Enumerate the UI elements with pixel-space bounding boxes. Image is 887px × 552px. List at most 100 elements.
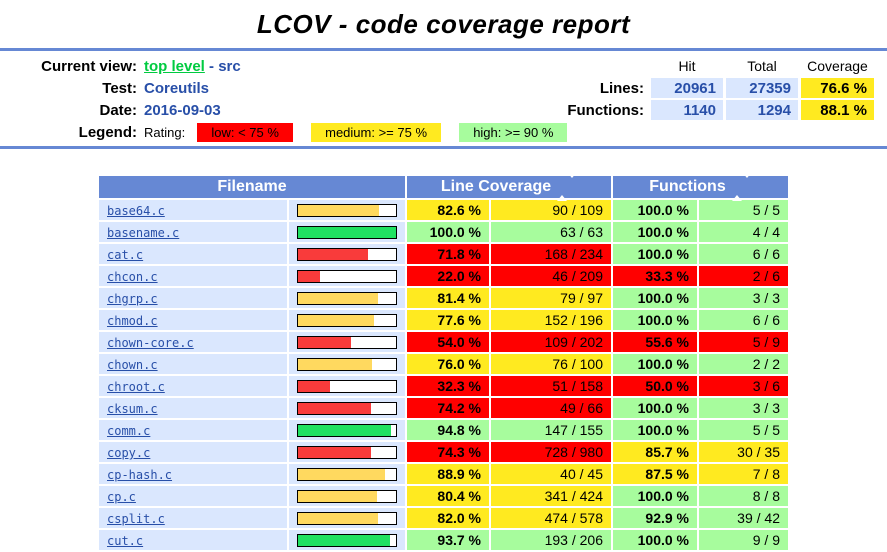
file-link[interactable]: comm.c bbox=[107, 424, 151, 438]
filename-cell: copy.c bbox=[99, 442, 287, 462]
coverage-bar-cell bbox=[289, 288, 405, 308]
functions-column-header[interactable]: Functions bbox=[613, 171, 788, 201]
file-link[interactable]: copy.c bbox=[107, 446, 151, 460]
table-row: cat.c 71.8 % 168 / 234 100.0 % 6 / 6 bbox=[99, 244, 788, 264]
file-link[interactable]: chroot.c bbox=[107, 380, 165, 394]
file-link[interactable]: cksum.c bbox=[107, 402, 158, 416]
file-link[interactable]: cat.c bbox=[107, 248, 144, 262]
current-view-label: Current view: bbox=[41, 57, 137, 75]
file-link[interactable]: cp-hash.c bbox=[107, 468, 173, 482]
coverage-bar-fill bbox=[298, 512, 379, 524]
line-coverage-ratio: 63 / 63 bbox=[491, 222, 611, 242]
coverage-bar-fill bbox=[298, 534, 390, 546]
breadcrumb-separator: - bbox=[209, 57, 215, 75]
coverage-bar-fill bbox=[298, 402, 371, 414]
line-coverage-percent: 82.6 % bbox=[407, 200, 489, 220]
line-coverage-ratio: 147 / 155 bbox=[491, 420, 611, 440]
filename-cell: comm.c bbox=[99, 420, 287, 440]
sort-updown-icon[interactable] bbox=[731, 171, 752, 201]
functions-ratio: 30 / 35 bbox=[699, 442, 788, 462]
table-row: chgrp.c 81.4 % 79 / 97 100.0 % 3 / 3 bbox=[99, 288, 788, 308]
coverage-column-header: Coverage bbox=[807, 58, 868, 74]
table-row: chown.c 76.0 % 76 / 100 100.0 % 2 / 2 bbox=[99, 354, 788, 374]
functions-label: Functions: bbox=[567, 101, 644, 119]
functions-ratio: 9 / 9 bbox=[699, 530, 788, 550]
coverage-bar-fill bbox=[298, 490, 377, 502]
functions-percent: 87.5 % bbox=[613, 464, 697, 484]
functions-ratio: 2 / 6 bbox=[699, 266, 788, 286]
coverage-bar-outline bbox=[297, 357, 397, 371]
test-label: Test: bbox=[102, 79, 137, 97]
coverage-bar-outline bbox=[297, 489, 397, 503]
line-coverage-percent: 74.2 % bbox=[407, 398, 489, 418]
legend-row: Rating: low: < 75 % medium: >= 75 % high… bbox=[144, 122, 874, 142]
coverage-bar-fill bbox=[298, 468, 386, 480]
functions-ratio: 3 / 3 bbox=[699, 288, 788, 308]
top-level-link[interactable]: top level bbox=[144, 57, 205, 75]
functions-ratio: 3 / 6 bbox=[699, 376, 788, 396]
filename-cell: chcon.c bbox=[99, 266, 287, 286]
functions-ratio: 5 / 5 bbox=[699, 200, 788, 220]
coverage-bar-cell bbox=[289, 442, 405, 462]
file-link[interactable]: chcon.c bbox=[107, 270, 158, 284]
line-coverage-percent: 93.7 % bbox=[407, 530, 489, 550]
table-row: csplit.c 82.0 % 474 / 578 92.9 % 39 / 42 bbox=[99, 508, 788, 528]
line-coverage-ratio: 168 / 234 bbox=[491, 244, 611, 264]
functions-ratio: 7 / 8 bbox=[699, 464, 788, 484]
file-link[interactable]: base64.c bbox=[107, 204, 165, 218]
line-coverage-percent: 32.3 % bbox=[407, 376, 489, 396]
functions-total-value: 1294 bbox=[726, 100, 798, 120]
lines-hit-value: 20961 bbox=[651, 78, 723, 98]
coverage-bar-cell bbox=[289, 244, 405, 264]
sort-updown-icon[interactable] bbox=[557, 171, 578, 201]
line-coverage-percent: 80.4 % bbox=[407, 486, 489, 506]
filename-cell: cp-hash.c bbox=[99, 464, 287, 484]
filename-cell: chown-core.c bbox=[99, 332, 287, 352]
file-link[interactable]: basename.c bbox=[107, 226, 180, 240]
coverage-bar-cell bbox=[289, 310, 405, 330]
coverage-bar-outline bbox=[297, 225, 397, 239]
coverage-bar-outline bbox=[297, 423, 397, 437]
functions-percent: 100.0 % bbox=[613, 530, 697, 550]
coverage-bar-cell bbox=[289, 376, 405, 396]
file-link[interactable]: cut.c bbox=[107, 534, 144, 548]
functions-percent: 100.0 % bbox=[613, 310, 697, 330]
functions-ratio: 8 / 8 bbox=[699, 486, 788, 506]
coverage-table-header-row: Filename Line Coverage Functions bbox=[99, 171, 788, 201]
line-coverage-percent: 74.3 % bbox=[407, 442, 489, 462]
line-coverage-ratio: 46 / 209 bbox=[491, 266, 611, 286]
coverage-bar-cell bbox=[289, 464, 405, 484]
coverage-bar-cell bbox=[289, 200, 405, 220]
line-coverage-column-header[interactable]: Line Coverage bbox=[407, 171, 611, 201]
hit-column-header: Hit bbox=[678, 58, 696, 74]
coverage-bar-outline bbox=[297, 379, 397, 393]
lines-coverage-value: 76.6 % bbox=[801, 78, 874, 98]
line-coverage-ratio: 341 / 424 bbox=[491, 486, 611, 506]
filename-cell: csplit.c bbox=[99, 508, 287, 528]
file-link[interactable]: chown-core.c bbox=[107, 336, 194, 350]
line-coverage-percent: 54.0 % bbox=[407, 332, 489, 352]
file-link[interactable]: chmod.c bbox=[107, 314, 158, 328]
coverage-bar-cell bbox=[289, 354, 405, 374]
test-value: Coreutils bbox=[144, 79, 210, 97]
coverage-bar-fill bbox=[298, 292, 378, 304]
file-link[interactable]: cp.c bbox=[107, 490, 136, 504]
info-section: Current view: top level - src Hit Total … bbox=[0, 51, 887, 146]
coverage-table-section: Filename Line Coverage Functions base64.… bbox=[0, 171, 887, 552]
lines-total-value: 27359 bbox=[726, 78, 798, 98]
coverage-bar-cell bbox=[289, 530, 405, 550]
filename-column-header[interactable]: Filename bbox=[99, 176, 405, 198]
coverage-bar-fill bbox=[298, 270, 320, 282]
file-link[interactable]: chown.c bbox=[107, 358, 158, 372]
table-row: cut.c 93.7 % 193 / 206 100.0 % 9 / 9 bbox=[99, 530, 788, 550]
coverage-bar-fill bbox=[298, 226, 396, 238]
breadcrumb: top level - src bbox=[144, 56, 416, 76]
functions-percent: 100.0 % bbox=[613, 288, 697, 308]
coverage-bar-fill bbox=[298, 446, 371, 458]
file-link[interactable]: csplit.c bbox=[107, 512, 165, 526]
functions-percent: 33.3 % bbox=[613, 266, 697, 286]
coverage-bar-cell bbox=[289, 266, 405, 286]
file-link[interactable]: chgrp.c bbox=[107, 292, 158, 306]
functions-ratio: 39 / 42 bbox=[699, 508, 788, 528]
table-row: cp-hash.c 88.9 % 40 / 45 87.5 % 7 / 8 bbox=[99, 464, 788, 484]
